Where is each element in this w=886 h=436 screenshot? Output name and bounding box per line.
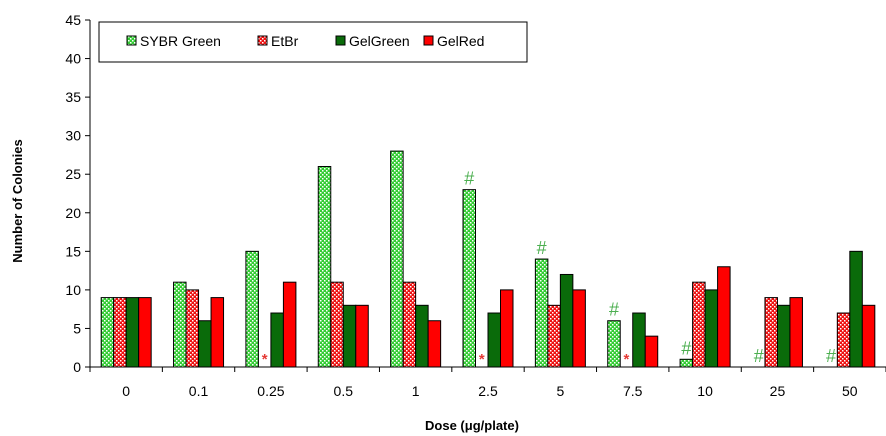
bar-gelgreen: [559, 273, 574, 368]
bar-gelred: [644, 335, 659, 368]
legend-swatch: [423, 35, 434, 46]
significance-hash-marker: #: [754, 346, 764, 366]
bar-gelgreen: [704, 289, 719, 368]
y-tick-label: 35: [65, 89, 81, 105]
x-tick-label: 5: [556, 383, 564, 399]
y-tick-label: 20: [65, 205, 81, 221]
y-tick-label: 25: [65, 166, 81, 182]
legend-label: GelRed: [437, 33, 484, 49]
bar-etbr: [764, 297, 778, 368]
legend-swatch: [257, 35, 268, 46]
bar-gelgreen: [415, 304, 429, 368]
bar-sybr-green: [100, 297, 115, 368]
bar-gelgreen: [270, 312, 284, 368]
bar-gelred: [500, 289, 514, 368]
bar-sybr-green: [679, 358, 694, 368]
legend: SYBR Green EtBr GelGreen GelRed: [98, 21, 528, 63]
legend-box: [98, 21, 528, 63]
bar-sybr-green: [245, 250, 259, 368]
significance-asterisk-marker: *: [479, 351, 485, 368]
bar-gelred: [717, 266, 731, 368]
x-tick-label: 50: [842, 383, 858, 399]
y-tick-label: 45: [65, 12, 81, 28]
x-tick-label: 0.25: [257, 383, 284, 399]
bar-sybr-green: [173, 281, 187, 368]
bar-etbr: [185, 289, 200, 368]
y-axis-title: Number of Colonies: [10, 139, 25, 263]
bar-gelred: [210, 297, 225, 368]
bar-gelred: [355, 304, 369, 368]
significance-hash-marker: #: [826, 346, 836, 366]
plot-area: 0 5 10 15 20 25 30 35 40 45 0 0.1 0.25 0.5 1 2.5 5 7.5 10 2…: [65, 12, 886, 399]
bar-etbr: [330, 281, 344, 368]
bar-etbr: [402, 281, 417, 368]
bar-gelgreen: [849, 250, 863, 368]
bar-gelred: [282, 281, 297, 368]
legend-swatch: [335, 35, 346, 46]
bar-sybr-green: [317, 166, 332, 368]
bar-gelred: [789, 297, 803, 368]
x-tick-label: 25: [770, 383, 786, 399]
significance-hash-marker: #: [464, 169, 474, 189]
bar-gelred: [861, 304, 876, 368]
bar-gelgreen: [632, 312, 646, 368]
bar-sybr-green: [390, 150, 404, 368]
bar-gelgreen: [125, 297, 140, 368]
y-tick-label: 5: [73, 320, 81, 336]
bar-sybr-green: [534, 258, 549, 368]
bar-gelred: [427, 320, 442, 368]
bar-sybr-green: [462, 189, 476, 368]
significance-asterisk-marker: *: [262, 351, 268, 368]
bar-gelgreen: [198, 320, 212, 368]
significance-hash-marker: #: [681, 338, 691, 358]
significance-asterisk-marker: *: [624, 351, 630, 368]
y-tick-label: 0: [73, 359, 81, 375]
bar-gelred: [572, 289, 586, 368]
y-tick-label: 10: [65, 282, 81, 298]
bar-gelred: [138, 297, 152, 368]
bar-gelgreen: [342, 304, 357, 368]
y-tick-label: 30: [65, 128, 81, 144]
bar-sybr-green: [607, 320, 621, 368]
x-tick-label: 2.5: [478, 383, 498, 399]
y-tick-label: 15: [65, 243, 81, 259]
y-tick-label: 40: [65, 51, 81, 67]
legend-label: SYBR Green: [140, 33, 221, 49]
x-tick-label: 0.5: [334, 383, 354, 399]
x-tick-label: 0.1: [189, 383, 209, 399]
significance-hash-marker: #: [537, 238, 547, 258]
x-tick-label: 7.5: [623, 383, 643, 399]
x-axis-title: Dose (μg/plate): [425, 418, 519, 433]
bar-etbr: [692, 281, 706, 368]
bar-etbr: [547, 304, 561, 368]
significance-hash-marker: #: [609, 300, 619, 320]
bar-etbr: [113, 297, 127, 368]
bar-gelgreen: [487, 312, 501, 368]
legend-label: EtBr: [271, 33, 299, 49]
legend-swatch: [126, 35, 137, 46]
x-tick-label: 10: [697, 383, 713, 399]
x-tick-label: 0: [122, 383, 130, 399]
bar-etbr: [836, 312, 851, 368]
bar-gelgreen: [776, 304, 791, 368]
legend-label: GelGreen: [349, 33, 410, 49]
x-tick-label: 1: [412, 383, 420, 399]
